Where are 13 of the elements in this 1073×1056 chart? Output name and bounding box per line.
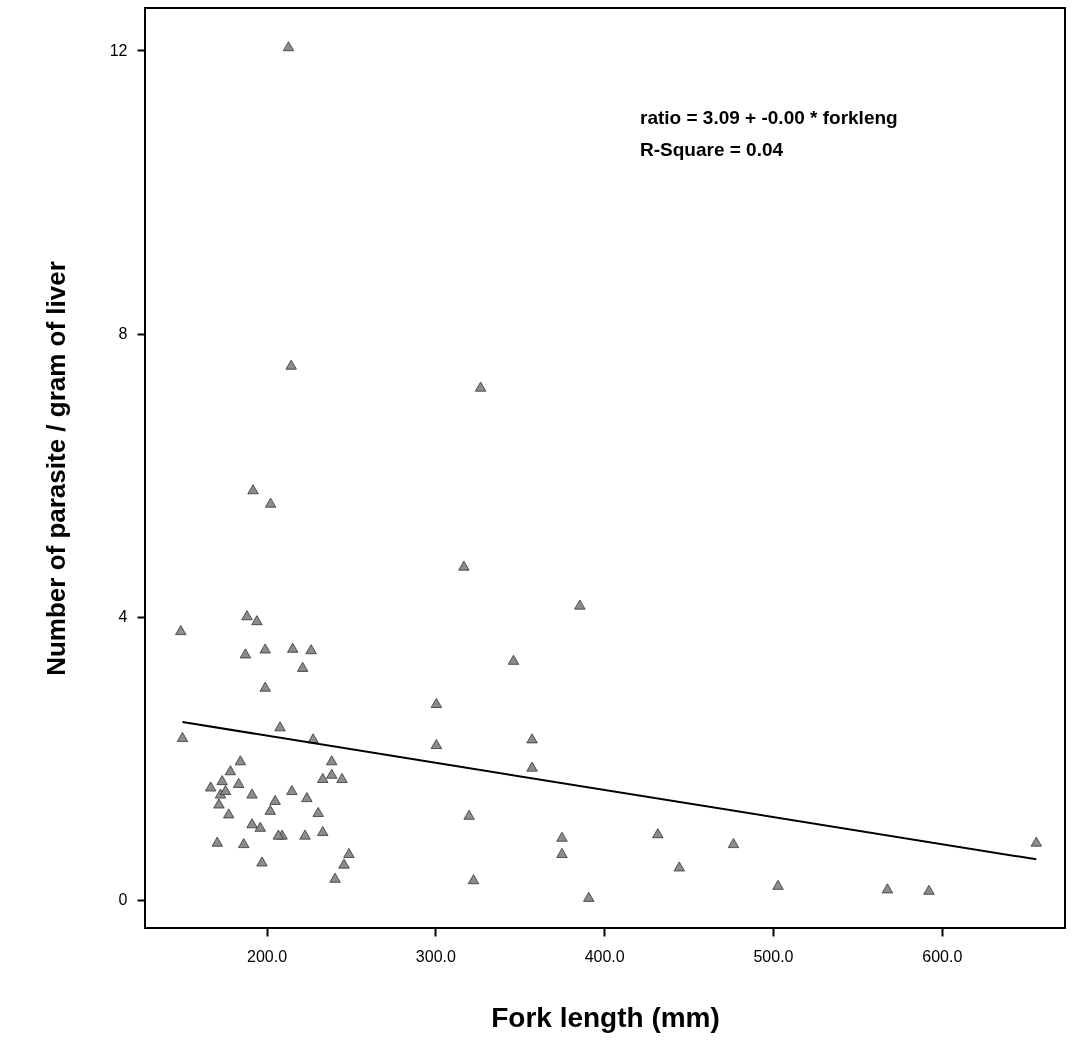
x-tick-label: 600.0 (922, 947, 963, 965)
y-tick-label: 12 (109, 41, 128, 59)
annotation: R-Square = 0.04 (640, 139, 784, 160)
y-tick-label: 4 (118, 608, 128, 626)
x-tick-label: 400.0 (584, 947, 625, 965)
y-tick-label: 8 (118, 325, 128, 343)
x-tick-label: 300.0 (415, 947, 456, 965)
annotation: ratio = 3.09 + -0.00 * forkleng (640, 107, 898, 128)
x-tick-label: 200.0 (247, 947, 288, 965)
x-axis-title: Fork length (mm) (491, 1001, 720, 1033)
y-axis-title: Number of parasite / gram of liver (40, 261, 71, 676)
x-tick-label: 500.0 (753, 947, 794, 965)
y-tick-label: 0 (118, 891, 128, 909)
